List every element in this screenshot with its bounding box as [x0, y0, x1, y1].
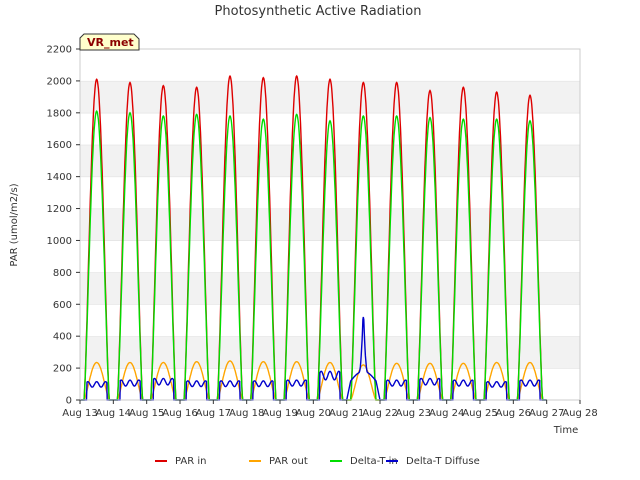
grid-band: [80, 336, 580, 369]
y-tick-label: 0: [66, 396, 72, 407]
badge-box: [79, 33, 140, 51]
x-tick-label: Aug 24: [429, 408, 464, 419]
plot-frame: [79, 48, 581, 401]
x-tick-label: Aug 27: [529, 408, 564, 419]
x-tick-label: Aug 26: [496, 408, 531, 419]
x-tick-label: Aug 19: [262, 408, 297, 419]
legend-label: PAR out: [269, 456, 308, 467]
x-tick-label: Aug 17: [196, 408, 231, 419]
grid-band: [80, 240, 580, 273]
grid-band: [80, 112, 580, 145]
background-bands: [80, 48, 580, 400]
grid-band: [80, 272, 580, 305]
grid-band: [80, 208, 580, 241]
x-tick-label: Aug 28: [562, 408, 597, 419]
y-tick-label: 200: [53, 364, 72, 375]
x-tick-label: Aug 23: [396, 408, 431, 419]
y-tick-label: 400: [53, 332, 72, 343]
x-tick-label: Aug 14: [96, 408, 131, 419]
legend-label: Delta-T in: [350, 456, 398, 467]
grid-band: [80, 144, 580, 177]
x-axis-title: Time: [553, 425, 578, 436]
grid-band: [80, 176, 580, 209]
badge-label: VR_met: [87, 36, 134, 49]
legend-label: Delta-T Diffuse: [406, 456, 480, 467]
y-tick-label: 1800: [47, 108, 72, 119]
y-tick-label: 2200: [47, 45, 72, 56]
site-badge: VR_met: [79, 33, 140, 51]
y-tick-label: 600: [53, 300, 72, 311]
y-tick-label: 800: [53, 268, 72, 279]
x-tick-label: Aug 25: [462, 408, 497, 419]
x-tick-label: Aug 15: [129, 408, 164, 419]
y-tick-label: 1000: [47, 236, 72, 247]
legend: PAR in PAR out Delta-T in Delta-T Diffuse: [155, 456, 480, 467]
grid-band: [80, 80, 580, 113]
y-tick-label: 1400: [47, 172, 72, 183]
x-tick-label: Aug 22: [362, 408, 397, 419]
y-axis: 0 200 400 600 800 1000 1200 1400 1600 1800 2000 220…: [47, 45, 80, 407]
x-tick-label: Aug 13: [62, 408, 97, 419]
x-tick-label: Aug 18: [229, 408, 264, 419]
x-tick-label: Aug 21: [329, 408, 364, 419]
grid-band: [80, 368, 580, 400]
x-tick-label: Aug 16: [162, 408, 197, 419]
x-tick-label: Aug 20: [296, 408, 331, 419]
grid-band: [80, 304, 580, 337]
y-tick-label: 1200: [47, 204, 72, 215]
y-tick-label: 1600: [47, 140, 72, 151]
grid-band: [80, 49, 580, 81]
y-tick-label: 2000: [47, 76, 72, 87]
legend-label: PAR in: [175, 456, 206, 467]
y-axis-title: PAR (umol/m2/s): [9, 183, 20, 266]
chart-title: Photosynthetic Active Radiation: [215, 4, 422, 19]
